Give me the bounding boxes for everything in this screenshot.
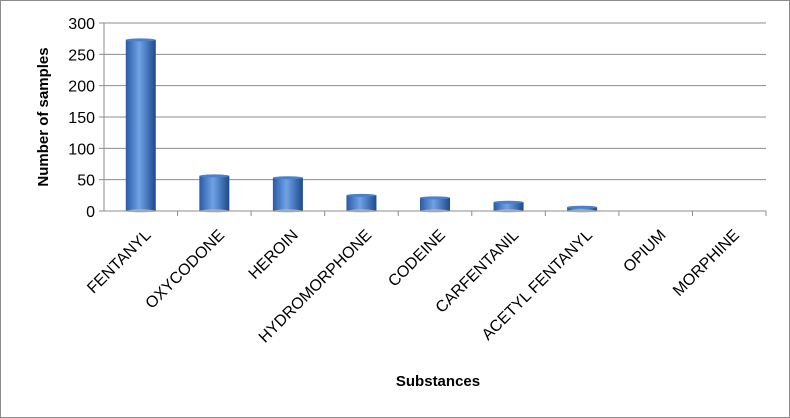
x-tick-label: FENTANYL [84,227,154,297]
x-tick-label: OPIUM [620,227,669,276]
y-tick-label: 100 [68,141,95,158]
y-tick-label: 200 [68,79,95,96]
bar-cap [420,196,450,200]
y-axis-title: Number of samples [35,47,52,186]
bar-body [272,177,303,211]
y-tick-label: 50 [77,173,95,190]
x-tick-label: HEROIN [246,227,302,283]
bar [346,193,377,213]
y-tick-label: 250 [68,47,95,64]
bar [125,38,156,213]
bar-body [125,39,156,211]
bar [420,196,450,213]
x-tick-label: OXYCODONE [143,227,229,313]
bar-body [567,207,598,211]
bar-cap [567,205,598,209]
gridlines [99,22,766,212]
x-tick-label: CODEINE [385,227,449,291]
x-axis-title: Substances [396,373,480,390]
bar-body [346,195,377,211]
bar-cap [272,176,303,180]
bar-body [420,197,450,211]
bar-cap [346,193,377,197]
bar-cap [493,200,524,204]
bar-cap [199,174,230,178]
y-tick-label: 150 [68,110,95,127]
bar-cap [125,38,156,42]
bar [567,205,598,213]
bar [272,176,303,213]
y-tick-label: 300 [68,16,95,33]
x-tick-label: MORPHINE [670,227,743,300]
bar-body [199,175,230,211]
bars [125,38,767,216]
y-tick-label: 0 [86,204,95,221]
bar [199,174,230,213]
bar-body [493,202,524,211]
y-tick-labels: 0 50 100 150 200 250 300 [68,16,95,221]
